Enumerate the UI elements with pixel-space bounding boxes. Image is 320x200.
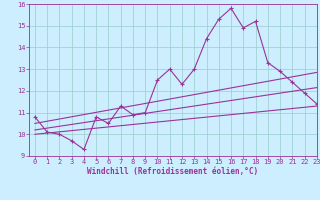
X-axis label: Windchill (Refroidissement éolien,°C): Windchill (Refroidissement éolien,°C) [87, 167, 258, 176]
